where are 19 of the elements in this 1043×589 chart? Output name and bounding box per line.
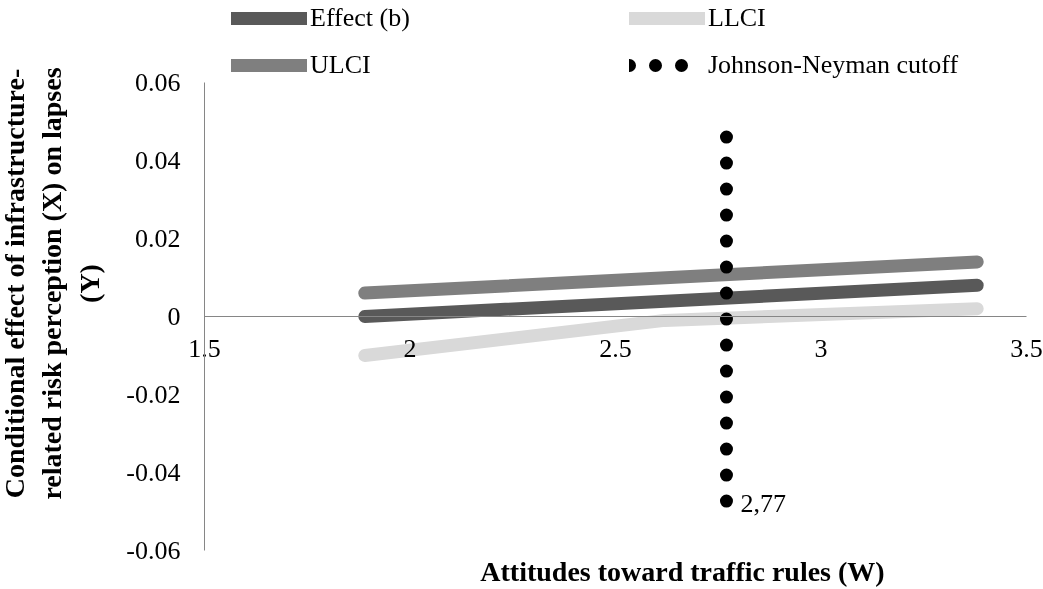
legend-label: Johnson-Neyman cutoff [708,50,960,80]
y-tick-label: -0.02 [126,380,181,409]
x-tick-label: 3 [814,333,828,363]
y-tick-label: -0.06 [126,536,181,565]
x-tick-label: 2.5 [599,333,632,363]
y-tick-label: 0.04 [135,146,181,175]
x-tick-label: 2 [403,333,417,363]
legend-label: LLCI [708,3,767,33]
y-tick-label: 0.02 [135,224,181,253]
legend-label: ULCI [310,50,372,80]
x-tick-label: 3.5 [1010,333,1043,363]
x-axis-title: Attitudes toward traffic rules (W) [480,555,885,587]
annotation: 2,77 [740,489,786,519]
y-tick-label: 0.06 [135,68,181,97]
y-axis-title: Conditional effect of infrastructure-related risk perception (X) on lapses (Y) [0,67,105,500]
y-tick-label: -0.04 [126,458,181,487]
legend-label: Effect (b) [310,3,411,33]
x-tick-label: 1.5 [188,333,221,363]
y-tick-label: 0 [167,302,181,331]
